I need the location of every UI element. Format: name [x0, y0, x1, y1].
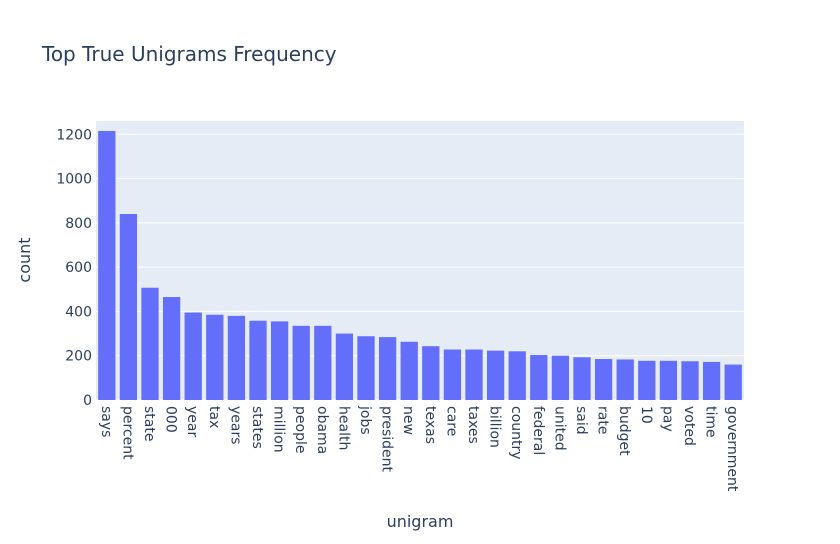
bar-said — [573, 357, 591, 400]
x-axis-label: unigram — [387, 512, 454, 531]
x-tick-label: 10 — [638, 406, 654, 424]
y-tick-label: 0 — [83, 393, 92, 409]
x-tick-label: said — [573, 406, 589, 435]
x-tick-label: tax — [206, 406, 222, 428]
bar-government — [724, 364, 742, 400]
bar-10 — [638, 360, 656, 400]
bar-obama — [314, 325, 332, 400]
x-tick-label: time — [703, 406, 719, 438]
bar-country — [508, 351, 526, 400]
bar-billion — [486, 350, 505, 400]
x-tick-label: obama — [314, 406, 330, 454]
bars — [98, 130, 742, 400]
x-tick-label: years — [227, 406, 243, 445]
y-tick-label: 1200 — [56, 127, 92, 143]
bar-new — [400, 341, 418, 400]
x-tick-label: billion — [487, 406, 503, 448]
x-tick-label: year — [184, 406, 200, 437]
bar-rate — [594, 359, 613, 400]
bar-states — [249, 320, 267, 400]
bar-pay — [659, 360, 678, 400]
bar-jobs — [357, 336, 375, 400]
x-tick-label: people — [292, 406, 308, 453]
y-tick-label: 800 — [65, 216, 92, 232]
bar-united — [551, 355, 570, 400]
bar-years — [227, 315, 246, 400]
x-tick-label: voted — [681, 406, 697, 446]
x-tick-label: rate — [595, 406, 611, 434]
bar-federal — [530, 355, 548, 400]
y-tick-label: 400 — [65, 304, 92, 320]
y-tick-labels: 0 200 400 600 800 1000 1200 — [56, 127, 92, 409]
bar-texas — [422, 346, 440, 400]
x-tick-label: jobs — [357, 405, 373, 435]
bar-taxes — [465, 349, 483, 400]
bar-care — [443, 349, 462, 400]
x-tick-label: 000 — [163, 406, 179, 433]
bar-year — [184, 312, 202, 400]
x-tick-label: united — [551, 406, 567, 451]
y-tick-label: 600 — [65, 260, 92, 276]
chart-title: Top True Unigrams Frequency — [41, 42, 337, 66]
x-tick-label: state — [141, 406, 157, 441]
y-tick-label: 1000 — [56, 172, 92, 188]
bar-000 — [162, 297, 181, 400]
bar-president — [378, 337, 397, 400]
y-axis-label: count — [15, 237, 34, 282]
bar-voted — [681, 361, 699, 400]
bar-budget — [616, 359, 634, 400]
x-tick-label: health — [335, 406, 351, 450]
bar-time — [702, 361, 721, 400]
x-tick-label: taxes — [465, 406, 481, 444]
x-tick-label: care — [443, 406, 459, 436]
bar-people — [292, 325, 310, 400]
bar-state — [141, 287, 159, 400]
y-tick-label: 200 — [65, 349, 92, 365]
x-tick-label: budget — [616, 406, 632, 456]
x-tick-label: states — [249, 406, 265, 449]
x-tick-label: percent — [119, 406, 135, 460]
x-tick-label: says — [98, 406, 114, 437]
x-tick-label: federal — [530, 406, 546, 455]
bar-million — [270, 321, 289, 400]
x-tick-labels: says percent state 000 year tax years states mil… — [98, 405, 740, 492]
x-tick-label: texas — [422, 406, 438, 444]
x-tick-label: country — [508, 406, 524, 460]
grid-lines — [96, 133, 744, 401]
plot-background — [96, 121, 744, 400]
x-tick-label: million — [271, 406, 287, 453]
bar-tax — [206, 314, 224, 400]
x-tick-label: pay — [659, 406, 675, 432]
x-tick-label: government — [724, 406, 740, 492]
bar-percent — [119, 214, 138, 400]
x-tick-label: new — [400, 406, 416, 435]
bar-health — [335, 333, 354, 400]
x-tick-label: president — [379, 406, 395, 473]
bar-says — [98, 130, 116, 400]
